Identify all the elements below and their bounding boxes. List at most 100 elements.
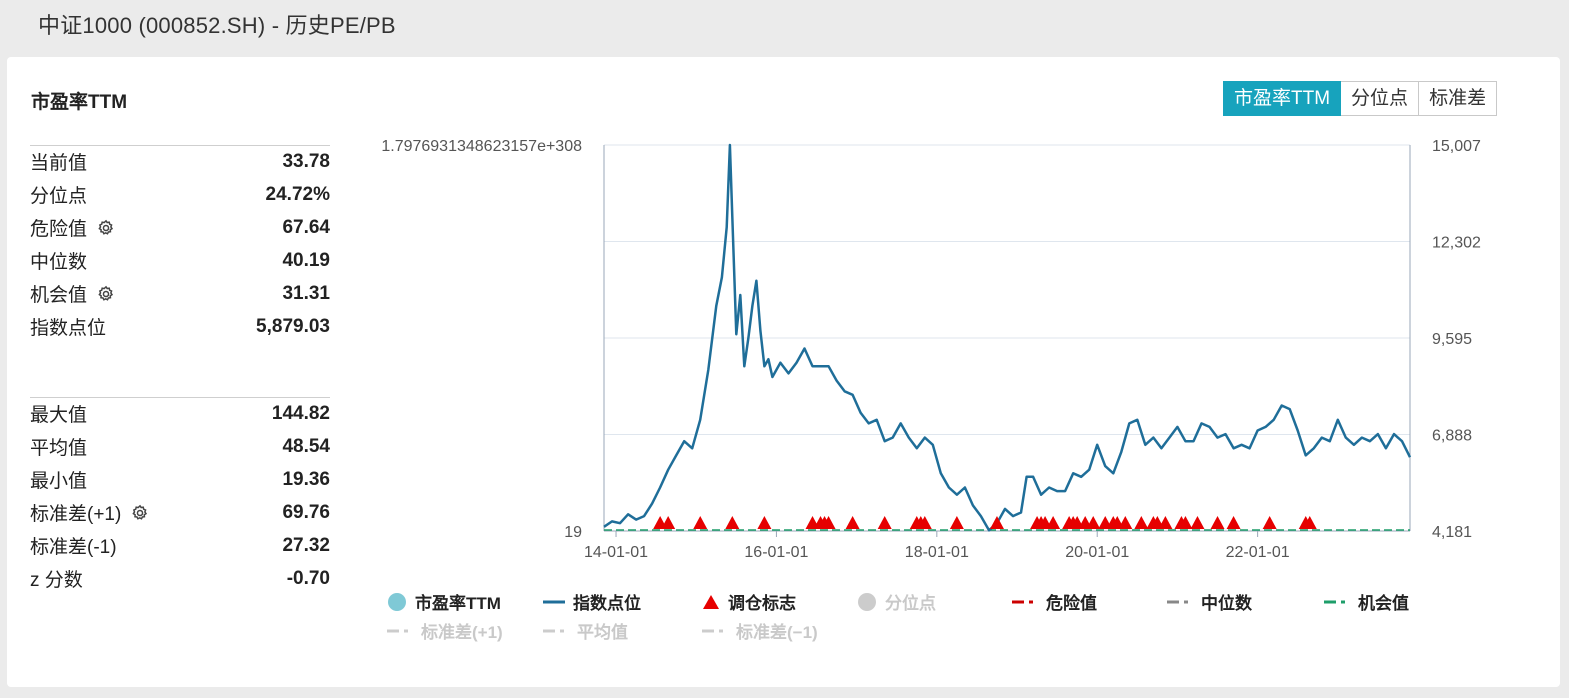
- stat-label-text: 分位点: [30, 186, 88, 207]
- tab-std-dev[interactable]: 标准差: [1419, 81, 1498, 116]
- stat-value: 5,879.03: [256, 315, 330, 337]
- left-axis-tick-label: 19: [564, 524, 582, 541]
- stat-value: 48.54: [282, 435, 330, 457]
- legend-label: 中位数: [1201, 594, 1252, 613]
- stat-row: 平均值 48.54: [30, 430, 330, 463]
- gear-icon[interactable]: [97, 285, 115, 303]
- x-axis-tick-label: 22-01-01: [1226, 544, 1290, 557]
- x-axis-tick-label: 14-01-01: [584, 544, 648, 557]
- rebalance-marker: [661, 516, 676, 529]
- rebalance-marker: [917, 516, 932, 529]
- pe-card: 市盈率TTM 市盈率TTM 分位点 标准差 当前值 33.78 分位点 24.72% 危…: [7, 57, 1560, 687]
- stat-value: 19.36: [282, 468, 330, 490]
- page-title: 中证1000 (000852.SH) - 历史PE/PB: [38, 13, 396, 38]
- gear-icon[interactable]: [97, 219, 115, 237]
- legend-item[interactable]: 平均值: [543, 618, 628, 643]
- legend-item[interactable]: 指数点位: [543, 589, 641, 614]
- legend-item[interactable]: 分位点: [857, 589, 936, 614]
- dash-dot-marker-icon: [1012, 592, 1038, 612]
- x-axis-tick-label: 18-01-01: [905, 544, 969, 557]
- stat-value: 144.82: [271, 402, 330, 424]
- triangle-marker-icon: [702, 593, 720, 611]
- legend-label: 平均值: [577, 623, 628, 642]
- circle-marker-icon: [387, 592, 407, 612]
- stat-value: 33.78: [282, 150, 330, 172]
- stat-value: 31.31: [282, 282, 330, 304]
- stat-value: 67.64: [282, 216, 330, 238]
- right-axis-tick-label: 4,181: [1432, 524, 1472, 541]
- tab-pe-ttm[interactable]: 市盈率TTM: [1223, 81, 1342, 116]
- x-axis-tick-label: 16-01-01: [744, 544, 808, 557]
- stats-panel-summary: 最大值 144.82 平均值 48.54 最小值 19.36 标准差(+1) 69.76 标准差…: [30, 397, 330, 595]
- stat-value: -0.70: [286, 567, 330, 589]
- stat-label-text: 标准差(-1): [30, 537, 117, 558]
- legend-item[interactable]: 机会值: [1324, 589, 1409, 614]
- stat-label: 分位点: [30, 181, 87, 208]
- rebalance-marker: [1046, 516, 1061, 529]
- legend-label: 标准差(−1): [736, 623, 818, 642]
- stat-label: 机会值: [30, 280, 115, 307]
- rebalance-marker: [1178, 516, 1193, 529]
- legend-item[interactable]: 调仓标志: [702, 589, 796, 614]
- rebalance-marker: [1210, 516, 1225, 529]
- right-axis-tick-label: 15,007: [1432, 138, 1481, 155]
- stat-label: z 分数: [30, 565, 83, 592]
- right-axis-tick-label: 9,595: [1432, 331, 1472, 348]
- tab-percentile[interactable]: 分位点: [1341, 81, 1420, 116]
- stat-value: 40.19: [282, 249, 330, 271]
- stat-row: 分位点 24.72%: [30, 178, 330, 211]
- stat-row: 最大值 144.82: [30, 397, 330, 430]
- legend-label: 标准差(+1): [421, 623, 503, 642]
- rebalance-marker: [989, 516, 1004, 529]
- stat-label: 危险值: [30, 214, 115, 241]
- legend-label: 指数点位: [573, 594, 641, 613]
- stat-row: 最小值 19.36: [30, 463, 330, 496]
- stat-row: 当前值 33.78: [30, 145, 330, 178]
- legend-label: 市盈率TTM: [415, 594, 501, 613]
- rebalance-marker: [845, 516, 860, 529]
- legend-item[interactable]: 中位数: [1167, 589, 1252, 614]
- rebalance-marker: [1086, 516, 1101, 529]
- legend-label: 调仓标志: [728, 594, 796, 613]
- rebalance-marker: [1134, 516, 1149, 529]
- stat-label-text: 当前值: [30, 153, 88, 174]
- stats-bottom-divider: [30, 397, 330, 398]
- stat-row: 危险值 67.64: [30, 211, 330, 244]
- stat-label: 指数点位: [30, 313, 106, 340]
- pe-history-chart[interactable]: 15,007 12,302 9,595 6,888 4,181 1.79769313486…: [337, 127, 1552, 557]
- legend-item[interactable]: 标准差(−1): [702, 618, 818, 643]
- rebalance-marker: [693, 516, 708, 529]
- right-axis-tick-label: 6,888: [1432, 428, 1472, 445]
- rebalance-marker: [1118, 516, 1133, 529]
- legend-label: 危险值: [1046, 594, 1097, 613]
- stat-label-text: 标准差(+1): [30, 504, 122, 525]
- rebalance-marker: [821, 516, 836, 529]
- rebalance-marker: [725, 516, 740, 529]
- circle-marker-icon: [857, 592, 877, 612]
- stats-panel-current: 当前值 33.78 分位点 24.72% 危险值 67.64 中位数 40.19 机会值 31.3…: [30, 145, 330, 343]
- legend-item[interactable]: 危险值: [1012, 589, 1097, 614]
- stats-top-divider: [30, 145, 330, 146]
- legend-item[interactable]: 标准差(+1): [387, 618, 503, 643]
- legend-item[interactable]: 市盈率TTM: [387, 589, 501, 614]
- dash-dot-marker-icon: [387, 621, 413, 641]
- rebalance-marker: [949, 516, 964, 529]
- right-axis-tick-label: 12,302: [1432, 235, 1481, 252]
- rebalance-marker: [1262, 516, 1277, 529]
- stat-row: z 分数 -0.70: [30, 562, 330, 595]
- left-axis-tick-label: 1.7976931348623157e+308: [381, 138, 582, 155]
- legend-label: 分位点: [885, 594, 936, 613]
- stat-label: 标准差(+1): [30, 499, 149, 526]
- line-marker-icon: [543, 592, 565, 612]
- gear-icon[interactable]: [131, 504, 149, 522]
- dash-dot-marker-icon: [543, 621, 569, 641]
- stat-label: 当前值: [30, 148, 87, 175]
- rebalance-marker: [877, 516, 892, 529]
- stat-row: 标准差(-1) 27.32: [30, 529, 330, 562]
- stat-label: 平均值: [30, 433, 87, 460]
- dash-dot-marker-icon: [702, 621, 728, 641]
- index-points-line: [603, 143, 1412, 532]
- stat-label-text: 最小值: [30, 471, 88, 492]
- stat-row: 机会值 31.31: [30, 277, 330, 310]
- stat-row: 中位数 40.19: [30, 244, 330, 277]
